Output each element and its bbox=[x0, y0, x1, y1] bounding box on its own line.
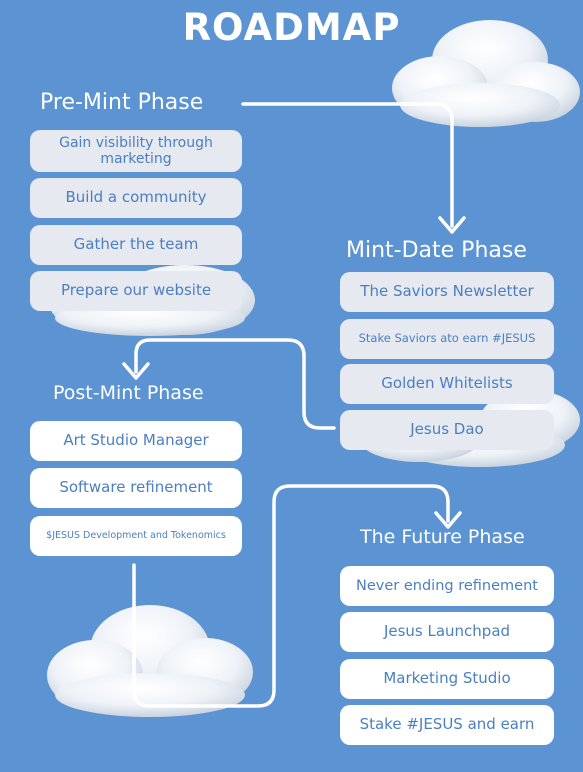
arrowhead-icon bbox=[122, 362, 150, 380]
future-item: Jesus Launchpad bbox=[340, 612, 554, 652]
arrowhead-icon bbox=[438, 216, 466, 234]
mint-date-item: The Saviors Newsletter bbox=[340, 272, 554, 312]
arrowhead-icon bbox=[434, 511, 462, 529]
pre-mint-phase-title: Pre-Mint Phase bbox=[40, 90, 204, 115]
future-phase-title: The Future Phase bbox=[360, 526, 525, 548]
arrow-mint-to-post bbox=[134, 338, 336, 430]
future-item: Stake #JESUS and earn bbox=[340, 705, 554, 745]
pre-mint-item: Gain visibility through marketing bbox=[30, 130, 242, 172]
pre-mint-item: Build a community bbox=[30, 178, 242, 218]
pre-mint-item: Prepare our website bbox=[30, 271, 242, 311]
post-mint-item: Art Studio Manager bbox=[30, 421, 242, 461]
post-mint-item: $JESUS Development and Tokenomics bbox=[30, 516, 242, 556]
mint-date-item: Stake Saviors ato earn #JESUS bbox=[340, 319, 554, 359]
post-mint-item: Software refinement bbox=[30, 468, 242, 508]
page-title: ROADMAP bbox=[182, 6, 401, 49]
pre-mint-item: Gather the team bbox=[30, 225, 242, 265]
cloud-icon bbox=[392, 20, 580, 127]
mint-date-item: Jesus Dao bbox=[340, 410, 554, 450]
future-item: Marketing Studio bbox=[340, 659, 554, 699]
post-mint-phase-title: Post-Mint Phase bbox=[53, 382, 204, 404]
mint-date-phase-title: Mint-Date Phase bbox=[346, 238, 527, 263]
arrow-post-to-future bbox=[132, 484, 450, 708]
arrow-pre-to-mint bbox=[241, 102, 454, 228]
mint-date-item: Golden Whitelists bbox=[340, 364, 554, 404]
future-item: Never ending refinement bbox=[340, 566, 554, 606]
